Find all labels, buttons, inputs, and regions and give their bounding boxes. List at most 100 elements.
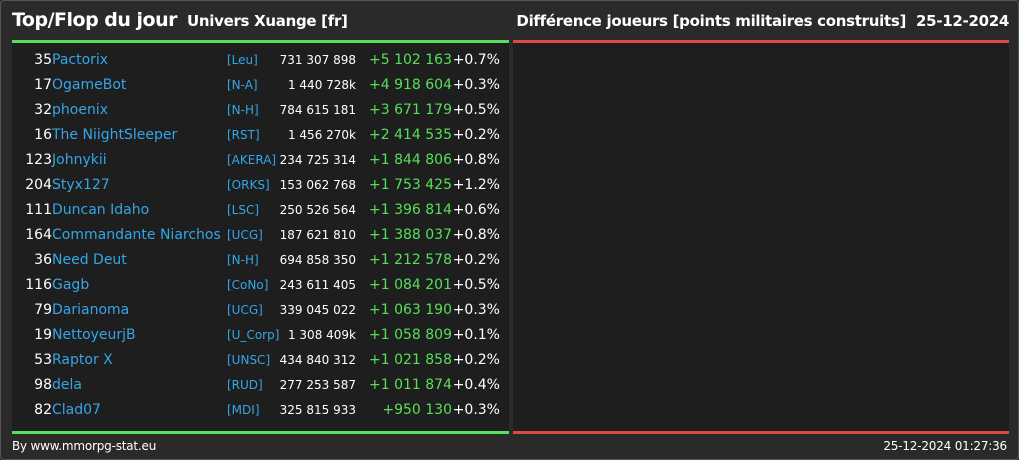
player-name-link[interactable]: Need Deut (52, 252, 127, 268)
universe-label: Univers Xuange [fr] (187, 12, 348, 30)
points-difference: +1 021 858 (369, 352, 452, 368)
top-panel-bottom-rule (12, 431, 509, 434)
player-rank: 98 (34, 377, 52, 393)
points-difference: +5 102 163 (369, 52, 452, 68)
percent-change: +0.5% (452, 277, 500, 293)
alliance-tag-link[interactable]: [RUD] (227, 378, 263, 392)
top-panel-top-rule (12, 40, 509, 43)
alliance-tag-link[interactable]: [N-A] (227, 78, 258, 92)
player-points: 1 308 409k (287, 328, 356, 342)
alliance-tag-link[interactable]: [N-H] (227, 103, 259, 117)
table-row: 116 Gagb [CoNo] 243 611 405 +1 084 201 +0.5% (12, 273, 509, 298)
player-name-link[interactable]: Duncan Idaho (52, 202, 150, 218)
player-rank: 82 (34, 402, 52, 418)
player-points: 731 307 898 (279, 53, 356, 67)
percent-change: +1.2% (452, 177, 500, 193)
alliance-tag-link[interactable]: [U_Corp] (227, 328, 280, 342)
percent-change: +0.3% (452, 402, 500, 418)
percent-change: +0.8% (452, 152, 500, 168)
player-rank: 164 (25, 227, 52, 243)
player-points: 694 858 350 (279, 253, 356, 267)
player-name-link[interactable]: Johnykii (52, 152, 107, 168)
player-name-link[interactable]: Raptor X (52, 352, 113, 368)
player-points: 434 840 312 (279, 353, 356, 367)
alliance-tag-link[interactable]: [Leu] (227, 53, 258, 67)
player-points: 1 456 270k (287, 128, 356, 142)
alliance-tag-link[interactable]: [ORKS] (227, 178, 270, 192)
percent-change: +0.1% (452, 327, 500, 343)
player-rank: 17 (34, 77, 52, 93)
table-row: 98 dela [RUD] 277 253 587 +1 011 874 +0.4% (12, 373, 509, 398)
points-difference: +1 212 578 (369, 252, 452, 268)
player-rank: 16 (34, 127, 52, 143)
alliance-tag-link[interactable]: [MDI] (227, 403, 260, 417)
percent-change: +0.2% (452, 252, 500, 268)
table-row: 36 Need Deut [N-H] 694 858 350 +1 212 578 +0.… (12, 248, 509, 273)
player-name-link[interactable]: NettoyeurjB (52, 327, 136, 343)
points-difference: +1 388 037 (369, 227, 452, 243)
alliance-tag-link[interactable]: [UCG] (227, 228, 263, 242)
player-name-link[interactable]: OgameBot (52, 77, 127, 93)
points-difference: +1 396 814 (369, 202, 452, 218)
table-row: 16 The NiightSleeper [RST] 1 456 270k +2 414… (12, 123, 509, 148)
player-points: 325 815 933 (279, 403, 356, 417)
player-points: 339 045 022 (279, 303, 356, 317)
alliance-tag-link[interactable]: [AKERA] (227, 153, 277, 167)
player-rank: 116 (25, 277, 52, 293)
alliance-tag-link[interactable]: [UCG] (227, 303, 263, 317)
header: Top/Flop du jour Univers Xuange [fr] Dif… (1, 1, 1019, 41)
player-name-link[interactable]: Darianoma (52, 302, 130, 318)
player-points: 784 615 181 (279, 103, 356, 117)
points-difference: +4 918 604 (369, 77, 452, 93)
flop-players-panel (513, 43, 1009, 431)
table-row: 204 Styx127 [ORKS] 153 062 768 +1 753 425 +1.… (12, 173, 509, 198)
alliance-tag-link[interactable]: [LSC] (227, 203, 260, 217)
player-rank: 53 (34, 352, 52, 368)
percent-change: +0.3% (452, 302, 500, 318)
table-row: 82 Clad07 [MDI] 325 815 933 +950 130 +0.3% (12, 398, 509, 423)
percent-change: +0.4% (452, 377, 500, 393)
percent-change: +0.6% (452, 202, 500, 218)
player-rank: 111 (25, 202, 52, 218)
player-rank: 204 (25, 177, 52, 193)
stat-type-label: Différence joueurs [points militaires co… (516, 12, 906, 30)
player-name-link[interactable]: phoenix (52, 102, 108, 118)
points-difference: +1 058 809 (369, 327, 452, 343)
header-date: 25-12-2024 (916, 12, 1009, 30)
player-name-link[interactable]: Clad07 (52, 402, 101, 418)
player-rank: 36 (34, 252, 52, 268)
player-name-link[interactable]: Commandante Niarchos (52, 227, 221, 243)
alliance-tag-link[interactable]: [UNSC] (227, 353, 271, 367)
player-name-link[interactable]: Gagb (52, 277, 90, 293)
player-name-link[interactable]: Pactorix (52, 52, 109, 68)
points-difference: +1 063 190 (369, 302, 452, 318)
points-difference: +950 130 (382, 402, 452, 418)
player-name-link[interactable]: The NiightSleeper (52, 127, 178, 143)
table-row: 53 Raptor X [UNSC] 434 840 312 +1 021 858 +0.… (12, 348, 509, 373)
percent-change: +0.7% (452, 52, 500, 68)
percent-change: +0.2% (452, 352, 500, 368)
table-row: 79 Darianoma [UCG] 339 045 022 +1 063 190 +0.… (12, 298, 509, 323)
points-difference: +1 084 201 (369, 277, 452, 293)
footer-credit: By www.mmorpg-stat.eu (12, 439, 157, 453)
points-difference: +3 671 179 (369, 102, 452, 118)
table-row: 35 Pactorix [Leu] 731 307 898 +5 102 163 +0.7… (12, 48, 509, 73)
player-name-link[interactable]: Styx127 (52, 177, 110, 193)
player-rank: 32 (34, 102, 52, 118)
player-points: 243 611 405 (279, 278, 356, 292)
flop-panel-bottom-rule (513, 431, 1009, 434)
alliance-tag-link[interactable]: [RST] (227, 128, 260, 142)
player-name-link[interactable]: dela (52, 377, 82, 393)
percent-change: +0.2% (452, 127, 500, 143)
alliance-tag-link[interactable]: [N-H] (227, 253, 259, 267)
player-points: 187 621 810 (279, 228, 356, 242)
flop-panel-top-rule (513, 40, 1009, 43)
alliance-tag-link[interactable]: [CoNo] (227, 278, 269, 292)
points-difference: +1 011 874 (369, 377, 452, 393)
table-row: 17 OgameBot [N-A] 1 440 728k +4 918 604 +0.3% (12, 73, 509, 98)
player-rank: 123 (25, 152, 52, 168)
percent-change: +0.5% (452, 102, 500, 118)
table-row: 164 Commandante Niarchos [UCG] 187 621 810 +… (12, 223, 509, 248)
footer-timestamp: 25-12-2024 01:27:36 (883, 439, 1007, 453)
